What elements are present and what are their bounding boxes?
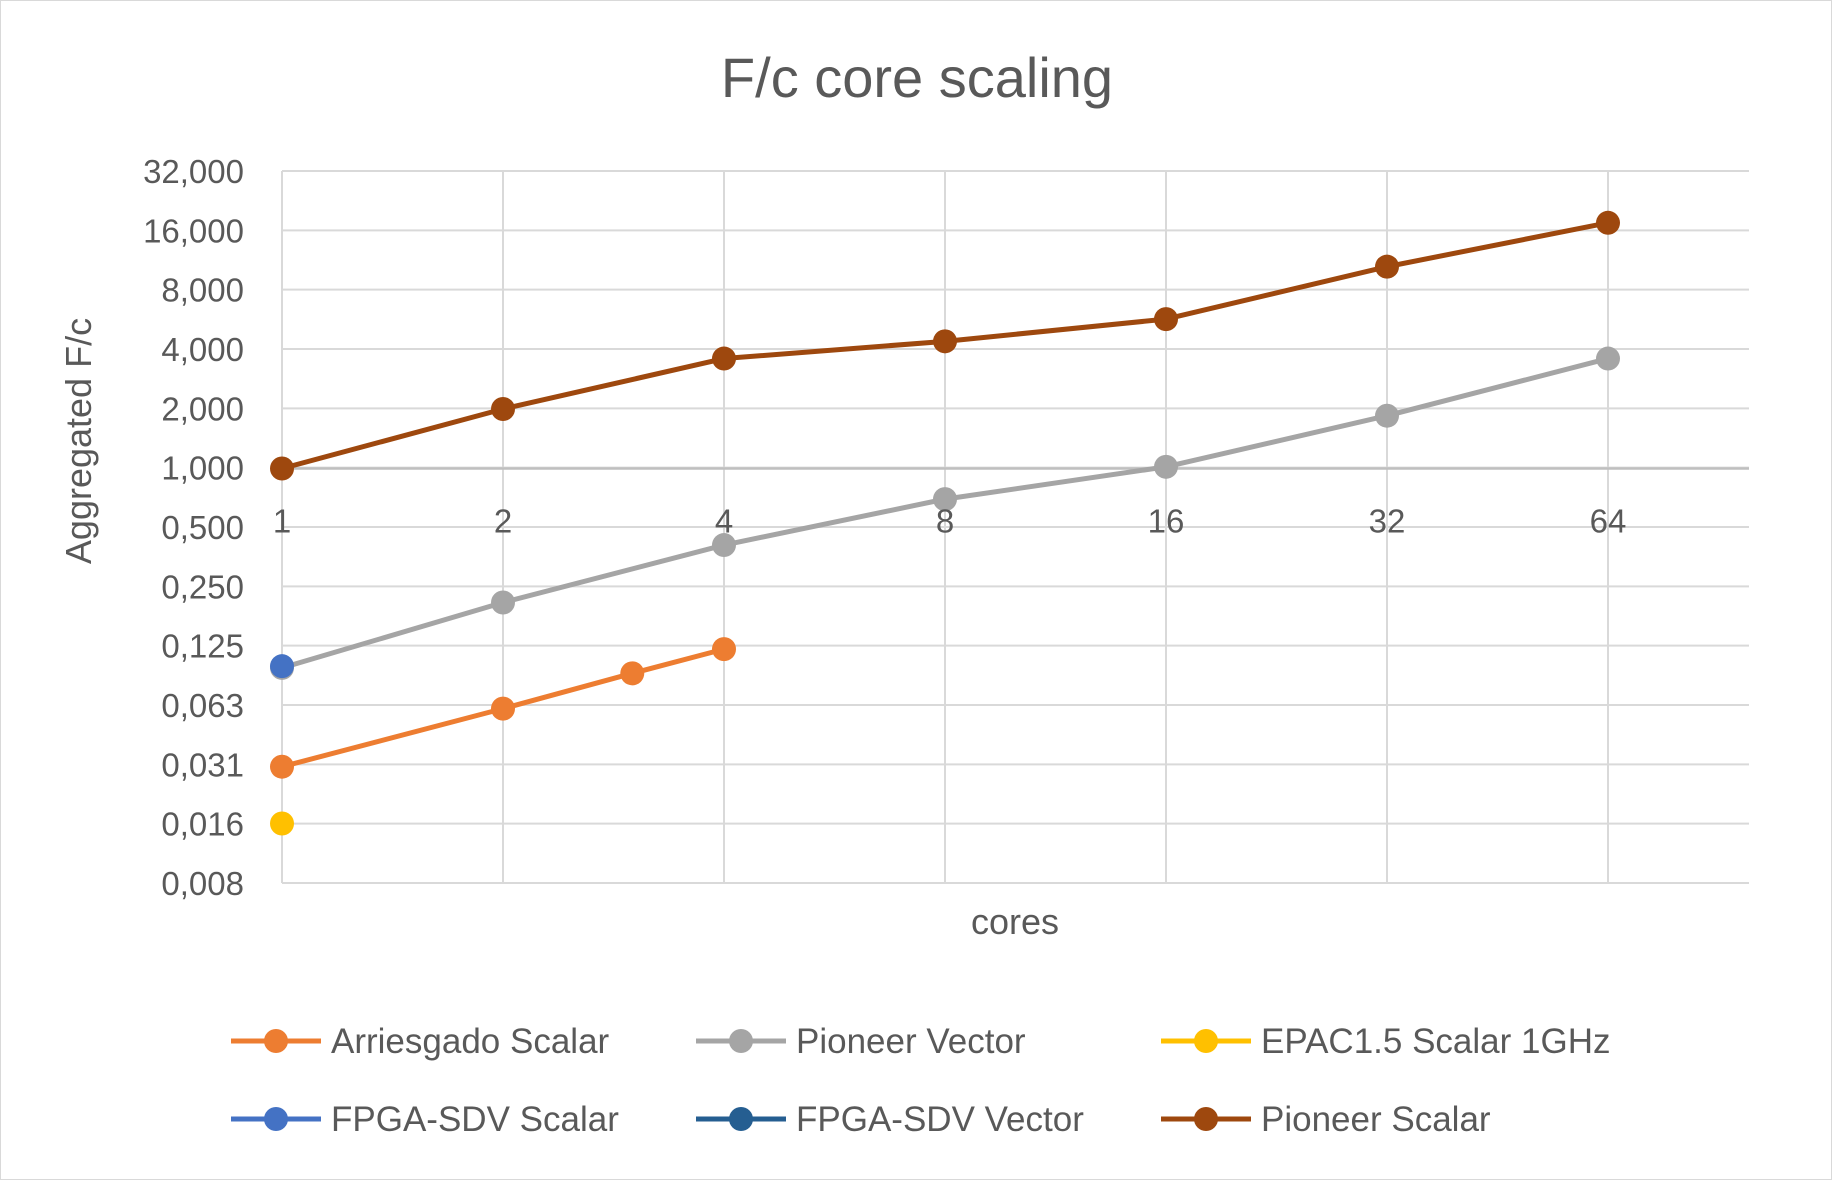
data-point-pioneer-vector [1375, 403, 1399, 428]
y-tick-label: 0,008 [161, 865, 244, 902]
data-point-pioneer-scalar [270, 456, 294, 481]
y-tick-label: 2,000 [161, 390, 244, 427]
x-tick-label: 1 [273, 503, 291, 540]
data-point-pioneer-vector [1596, 346, 1620, 371]
data-point-arriesgado-scalar [270, 754, 294, 779]
data-point-pioneer-vector [491, 590, 515, 615]
x-axis-ticks: 1 2 4 8 16 32 64 [273, 503, 1627, 540]
data-point-pioneer-scalar [1375, 254, 1399, 279]
legend-label: Pioneer Vector [796, 1022, 1026, 1061]
data-point-pioneer-scalar [1596, 210, 1620, 235]
x-tick-label: 2 [494, 503, 512, 540]
y-tick-label: 0,250 [161, 568, 244, 605]
y-tick-label: 32,000 [143, 153, 244, 190]
data-point-pioneer-vector [1154, 454, 1178, 479]
legend-label: Arriesgado Scalar [331, 1022, 610, 1061]
data-point-pioneer-scalar [1154, 307, 1178, 332]
x-tick-label: 4 [715, 503, 733, 540]
y-tick-label: 16,000 [143, 212, 244, 249]
data-point-arriesgado-scalar [712, 637, 736, 662]
series-line-arriesgado-scalar [279, 646, 727, 770]
legend-label: FPGA-SDV Scalar [331, 1100, 619, 1139]
data-point-pioneer-scalar [712, 346, 736, 371]
data-point-arriesgado-scalar [620, 661, 645, 686]
data-point-pioneer-scalar [933, 329, 957, 354]
data-point-epac1-5-scalar-1ghz [270, 811, 294, 836]
legend-marker [729, 1029, 753, 1053]
y-axis-ticks: 0,008 0,016 0,031 0,063 0,125 0,250 0,500 1,000… [143, 153, 244, 902]
data-point-arriesgado-scalar [491, 696, 515, 721]
legend-label: FPGA-SDV Vector [796, 1100, 1084, 1139]
y-tick-label: 0,500 [161, 509, 244, 546]
x-axis-title: cores [971, 901, 1059, 942]
y-tick-label: 8,000 [161, 272, 244, 309]
x-tick-label: 32 [1369, 503, 1406, 540]
y-tick-label: 0,016 [161, 806, 244, 843]
legend-marker [729, 1107, 753, 1131]
chart-title: F/c core scaling [721, 46, 1113, 109]
legend-marker [264, 1107, 288, 1131]
legend-item-arriesgado-scalar: Arriesgado Scalar [231, 1022, 610, 1061]
legend-label: Pioneer Scalar [1261, 1100, 1491, 1139]
data-point-pioneer-scalar [491, 397, 515, 422]
y-axis-title: Aggregated F/c [58, 318, 99, 564]
legend-label: EPAC1.5 Scalar 1GHz [1261, 1022, 1611, 1061]
data-point-pioneer-vector [712, 533, 736, 558]
y-tick-label: 0,063 [161, 687, 244, 724]
legend-marker [264, 1029, 288, 1053]
legend-item-fpga-sdv-vector: FPGA-SDV Vector [696, 1100, 1084, 1139]
legend-item-epac1-5-scalar-1ghz: EPAC1.5 Scalar 1GHz [1161, 1022, 1611, 1061]
data-point-pioneer-vector [933, 487, 957, 512]
x-tick-label: 16 [1148, 503, 1185, 540]
data-point-fpga-sdv-scalar [270, 654, 294, 679]
legend: Arriesgado Scalar Pioneer Vector EPAC1.5 S… [231, 1022, 1611, 1139]
legend-item-pioneer-vector: Pioneer Vector [696, 1022, 1026, 1061]
legend-item-pioneer-scalar: Pioneer Scalar [1161, 1100, 1491, 1139]
x-tick-label: 8 [936, 503, 954, 540]
legend-marker [1194, 1107, 1218, 1131]
plot-area [270, 210, 1620, 836]
y-tick-label: 1,000 [161, 450, 244, 487]
y-tick-label: 0,125 [161, 628, 244, 665]
y-tick-label: 0,031 [161, 746, 244, 783]
y-tick-label: 4,000 [161, 331, 244, 368]
legend-item-fpga-sdv-scalar: FPGA-SDV Scalar [231, 1100, 619, 1139]
legend-marker [1194, 1029, 1218, 1053]
x-tick-label: 64 [1590, 503, 1627, 540]
